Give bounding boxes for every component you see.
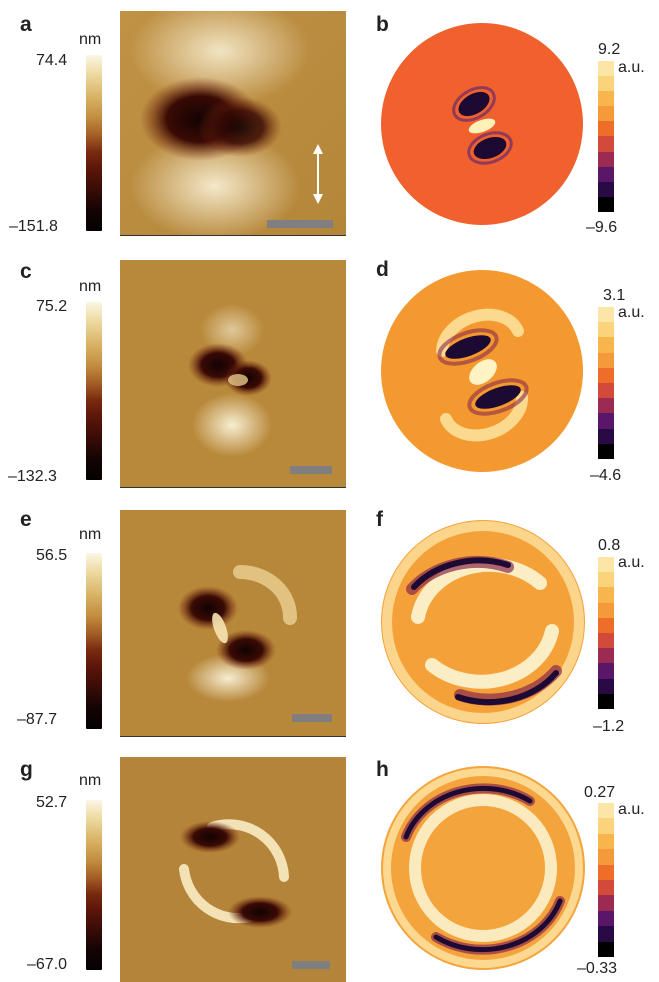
sim-min-label: –0.33 xyxy=(577,960,618,977)
scale-bar-e xyxy=(292,714,332,722)
afm-colorbar xyxy=(86,553,102,729)
sim-unit-label: a.u. xyxy=(618,554,645,571)
afm-max-label: 52.7 xyxy=(36,794,68,811)
panel-label-f: f xyxy=(376,508,383,531)
sim-min-label: –9.6 xyxy=(586,219,618,236)
panel-label-e: e xyxy=(20,508,32,531)
afm-topography-c xyxy=(120,260,346,487)
afm-colorbar xyxy=(86,800,102,970)
afm-image-a xyxy=(120,11,346,236)
afm-topography-g xyxy=(120,757,346,982)
sim-colorbar xyxy=(598,307,614,460)
sim-max-label: 3.1 xyxy=(603,287,626,304)
scale-bar-g xyxy=(292,961,330,969)
panel-label-a: a xyxy=(20,13,32,36)
afm-colorbar xyxy=(86,55,102,231)
afm-image-c xyxy=(120,260,346,488)
scale-bar-c xyxy=(290,466,332,474)
figure-row-3: e nm 56.5 –87.7 f 0.8 a.u. –1 xyxy=(0,495,659,745)
afm-image-g xyxy=(120,757,346,982)
afm-max-label: 56.5 xyxy=(36,547,68,564)
sim-max-label: 9.2 xyxy=(598,41,621,58)
sim-max-label: 0.8 xyxy=(598,537,621,554)
figure-row-1: a nm 74.4 –151.8 b 9.2 a.u. xyxy=(0,0,659,245)
sim-unit-label: a.u. xyxy=(618,801,645,818)
sim-disk-f xyxy=(381,520,585,724)
sim-colorbar xyxy=(598,61,614,212)
panel-label-h: h xyxy=(376,758,389,781)
sim-min-label: –4.6 xyxy=(590,467,622,484)
afm-topography-e xyxy=(120,510,346,736)
panel-label-d: d xyxy=(376,258,389,281)
panel-label-b: b xyxy=(376,13,389,36)
afm-max-label: 75.2 xyxy=(36,298,68,315)
afm-image-e xyxy=(120,510,346,737)
sim-disk-d xyxy=(381,270,583,472)
sim-unit-label: a.u. xyxy=(618,59,645,76)
sim-min-label: –1.2 xyxy=(593,718,625,735)
afm-unit-label: nm xyxy=(79,278,102,295)
afm-colorbar xyxy=(86,302,102,480)
sim-unit-label: a.u. xyxy=(618,304,645,321)
sim-colorbar xyxy=(598,803,614,958)
scale-bar-a xyxy=(267,220,333,228)
afm-min-label: –151.8 xyxy=(9,218,58,235)
afm-max-label: 74.4 xyxy=(36,52,68,69)
sim-disk-b xyxy=(381,23,583,225)
sim-max-label: 0.27 xyxy=(584,784,616,801)
afm-unit-label: nm xyxy=(79,31,102,48)
sim-colorbar xyxy=(598,557,614,710)
figure-row-4: g nm 52.7 –67.0 h 0.27 a.u. –0.33 xyxy=(0,745,659,982)
afm-min-label: –87.7 xyxy=(17,711,58,728)
afm-min-label: –132.3 xyxy=(8,468,57,485)
afm-unit-label: nm xyxy=(79,526,102,543)
panel-label-c: c xyxy=(20,260,32,283)
sim-disk-h xyxy=(381,766,585,970)
afm-unit-label: nm xyxy=(79,772,102,789)
afm-min-label: –67.0 xyxy=(27,956,68,973)
figure-row-2: c nm 75.2 –132.3 d 3.1 a.u. – xyxy=(0,245,659,495)
panel-label-g: g xyxy=(20,758,33,781)
afm-topography-a xyxy=(120,11,346,235)
